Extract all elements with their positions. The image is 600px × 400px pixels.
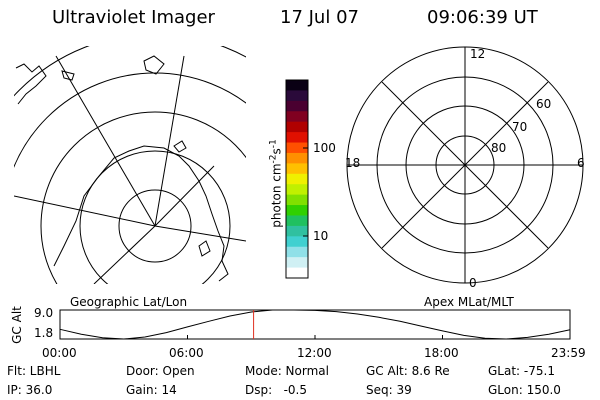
lat-label-70: 70 <box>512 120 528 134</box>
mlt-label-18: 18 <box>345 156 361 170</box>
colorbar-swatch <box>286 90 308 102</box>
lat-circle <box>118 189 192 263</box>
info-seq: Seq: 39 <box>366 383 412 397</box>
coastline <box>53 145 229 282</box>
colorbar-swatch <box>286 267 308 279</box>
colorbar-swatch <box>286 257 308 269</box>
xtick-label: 18:00 <box>424 346 459 360</box>
colorbar-swatch <box>286 215 308 227</box>
colorbar-swatch <box>286 236 308 248</box>
info-gain: Gain: 14 <box>126 383 177 397</box>
coastline <box>198 240 211 257</box>
lat-label-80: 80 <box>491 141 507 155</box>
colorbar-swatch <box>286 142 308 154</box>
info-gc-alt: GC Alt: 8.6 Re <box>366 364 450 378</box>
colorbar-swatch <box>286 111 308 123</box>
colorbar-swatch <box>286 246 308 258</box>
altitude-chart <box>59 309 571 340</box>
colorbar <box>262 70 342 289</box>
colorbar-swatch <box>286 121 308 133</box>
colorbar-swatch <box>286 152 308 164</box>
lat-circle <box>14 72 246 284</box>
info-mode: Mode: Normal <box>245 364 329 378</box>
geographic-map <box>14 46 246 284</box>
lat-circle <box>79 150 231 284</box>
geo-panel-label: Geographic Lat/Lon <box>70 295 188 309</box>
lat-label-60: 60 <box>536 97 552 111</box>
colorbar-tick-100: 100 <box>313 141 336 155</box>
lat-circle <box>14 46 246 97</box>
info-ip: IP: 36.0 <box>7 383 53 397</box>
apex-diagonal <box>381 81 549 249</box>
info-flt: Flt: LBHL <box>7 364 61 378</box>
colorbar-swatch <box>286 163 308 175</box>
mlt-label-0: 0 <box>469 276 477 290</box>
instrument-title: Ultraviolet Imager <box>52 7 215 28</box>
coastline <box>61 70 75 81</box>
info-glon: GLon: 150.0 <box>488 383 561 397</box>
colorbar-swatch <box>286 132 308 144</box>
coastline <box>173 140 187 153</box>
lon-line <box>93 225 156 284</box>
colorbar-swatch <box>286 100 308 112</box>
lon-line <box>55 55 156 227</box>
alt-series-line <box>59 309 571 340</box>
xtick-label: 23:59 <box>551 346 586 360</box>
mlt-label-12: 12 <box>470 47 486 61</box>
lon-line <box>154 165 215 227</box>
apex-polar-plot <box>346 46 584 284</box>
xtick-label: 12:00 <box>297 346 332 360</box>
info-dsp: Dsp: -0.5 <box>245 383 308 397</box>
xtick-label: 00:00 <box>42 346 77 360</box>
info-glat: GLat: -75.1 <box>488 364 555 378</box>
mlt-label-6: 6 <box>577 156 585 170</box>
colorbar-swatch <box>286 80 308 91</box>
colorbar-tick-10: 10 <box>313 229 329 243</box>
alt-ytick-low: 1.8 <box>34 326 54 340</box>
date-label: 17 Jul 07 <box>280 7 359 28</box>
colorbar-swatch <box>286 225 308 237</box>
coastline <box>143 55 165 75</box>
colorbar-swatch <box>286 205 308 216</box>
lon-line <box>154 225 246 242</box>
alt-ytick-high: 9.0 <box>34 306 54 320</box>
colorbar-swatch <box>286 173 308 185</box>
time-label: 09:06:39 UT <box>427 7 538 28</box>
colorbar-swatch <box>286 194 308 206</box>
lon-line <box>14 195 156 227</box>
alt-chart-frame <box>59 309 571 340</box>
coastline <box>15 63 47 105</box>
colorbar-swatch <box>286 184 308 196</box>
colorbar-unit-label: photon cm-2s-1 <box>268 139 284 228</box>
lon-line <box>154 55 185 227</box>
info-door: Door: Open <box>126 364 195 378</box>
colorbar-frame <box>285 79 309 279</box>
apex-panel-label: Apex MLat/MLT <box>424 295 514 309</box>
xtick-label: 06:00 <box>169 346 204 360</box>
lat-circle <box>40 111 246 284</box>
